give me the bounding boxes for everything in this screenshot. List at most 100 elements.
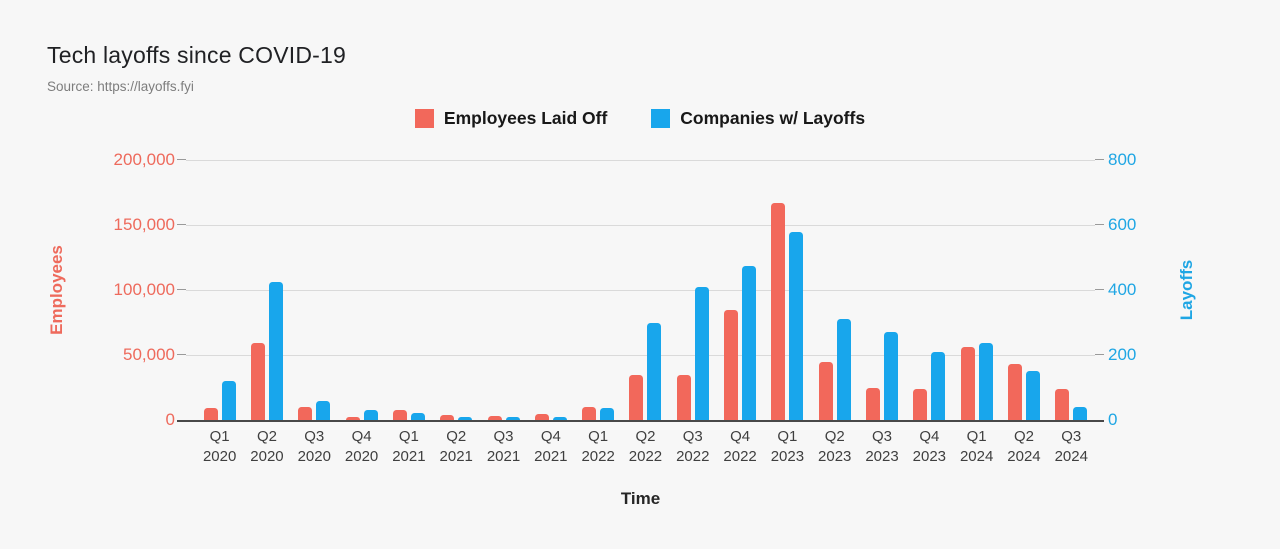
bar-companies-w-layoffs[interactable]	[647, 322, 662, 420]
gridline	[186, 225, 1095, 226]
bar-employees-laid-off[interactable]	[629, 374, 644, 420]
bar-group	[480, 160, 527, 420]
y-axis-tick-label-layoffs: 400	[1108, 280, 1137, 299]
x-axis-title: Time	[620, 489, 661, 508]
bar-employees-laid-off[interactable]	[298, 407, 313, 420]
left-axis-tick	[177, 354, 186, 355]
bar-employees-laid-off[interactable]	[203, 408, 218, 420]
bar-group	[243, 160, 290, 420]
right-axis-tick	[1095, 289, 1104, 290]
bar-companies-w-layoffs[interactable]	[410, 412, 425, 420]
x-axis-line	[185, 420, 1097, 422]
bar-group	[1048, 160, 1095, 420]
bar-employees-laid-off[interactable]	[534, 414, 549, 420]
bar-employees-laid-off[interactable]	[771, 202, 786, 420]
x-axis-tick-label: Q1 2021	[392, 428, 426, 465]
right-axis-tick	[1095, 224, 1104, 225]
bar-companies-w-layoffs[interactable]	[1025, 371, 1040, 420]
bar-companies-w-layoffs[interactable]	[978, 343, 993, 420]
bar-group	[953, 160, 1000, 420]
bar-employees-laid-off[interactable]	[392, 409, 407, 420]
bar-group	[622, 160, 669, 420]
page-title: Tech layoffs since COVID-19	[47, 42, 346, 68]
y-axis-tick-label-layoffs: 800	[1108, 150, 1137, 169]
x-axis-tick-label: Q1 2023	[770, 428, 805, 465]
x-axis-tick-label: Q2 2022	[628, 428, 663, 465]
legend-swatch-companies-icon	[651, 109, 671, 128]
bar-companies-w-layoffs[interactable]	[1073, 407, 1088, 420]
y-axis-tick-label-employees: 150,000	[113, 215, 175, 234]
bar-companies-w-layoffs[interactable]	[931, 351, 946, 420]
bar-companies-w-layoffs[interactable]	[221, 381, 236, 420]
bar-employees-laid-off[interactable]	[1055, 388, 1070, 420]
bar-companies-w-layoffs[interactable]	[600, 408, 615, 420]
y-axis-title-employees: Employees	[47, 245, 66, 335]
bar-companies-w-layoffs[interactable]	[694, 286, 709, 420]
bar-employees-laid-off[interactable]	[866, 387, 881, 420]
bar-employees-laid-off[interactable]	[487, 416, 502, 420]
bar-employees-laid-off[interactable]	[676, 374, 691, 420]
bar-companies-w-layoffs[interactable]	[268, 281, 283, 420]
y-axis-tick-label-employees: 0	[165, 410, 175, 429]
bar-employees-laid-off[interactable]	[345, 417, 360, 420]
bar-group	[669, 160, 716, 420]
bar-group	[764, 160, 811, 420]
x-axis-tick-label: Q2 2021	[439, 428, 473, 465]
x-axis-tick-label: Q3 2020	[297, 428, 331, 465]
x-axis-tick-label: Q1 2024	[959, 428, 994, 465]
legend-item-companies: Companies w/ Layoffs	[651, 108, 865, 129]
bar-companies-w-layoffs[interactable]	[316, 400, 331, 420]
x-axis-tick-label: Q4 2021	[534, 428, 568, 465]
bar-group	[338, 160, 385, 420]
legend-label-companies: Companies w/ Layoffs	[680, 108, 866, 128]
x-axis-tick-label: Q4 2023	[912, 428, 947, 465]
bar-companies-w-layoffs[interactable]	[789, 231, 804, 420]
bar-group	[291, 160, 338, 420]
bar-group	[433, 160, 480, 420]
x-axis-tick-label: Q4 2020	[344, 428, 379, 465]
right-axis-tick	[1095, 354, 1104, 355]
right-axis-tick	[1095, 420, 1104, 422]
bar-employees-laid-off[interactable]	[250, 343, 265, 420]
bar-employees-laid-off[interactable]	[724, 309, 739, 420]
bar-employees-laid-off[interactable]	[440, 414, 455, 420]
bar-employees-laid-off[interactable]	[582, 407, 597, 420]
x-axis-tick-label: Q3 2022	[676, 428, 710, 465]
bar-group	[1000, 160, 1047, 420]
left-axis-tick	[177, 224, 186, 225]
x-axis-tick-label: Q1 2020	[202, 428, 237, 465]
legend-label-employees: Employees Laid Off	[443, 108, 608, 128]
bar-employees-laid-off[interactable]	[913, 388, 928, 420]
x-axis-tick-label: Q1 2022	[581, 428, 615, 465]
gridline	[186, 290, 1095, 291]
x-axis-tick-label: Q4 2022	[723, 428, 757, 465]
bar-companies-w-layoffs[interactable]	[552, 417, 567, 420]
bar-companies-w-layoffs[interactable]	[742, 265, 757, 420]
bar-employees-laid-off[interactable]	[818, 361, 833, 420]
y-axis-tick-label-employees: 100,000	[113, 280, 175, 299]
legend: Employees Laid Off Companies w/ Layoffs	[0, 108, 1280, 129]
bar-companies-w-layoffs[interactable]	[363, 410, 378, 420]
bar-employees-laid-off[interactable]	[960, 347, 975, 420]
x-axis-tick-label: Q2 2024	[1007, 428, 1041, 465]
x-axis-tick-label: Q2 2023	[818, 428, 852, 465]
gridline	[186, 160, 1095, 161]
bar-companies-w-layoffs[interactable]	[458, 417, 473, 420]
legend-item-employees: Employees Laid Off	[414, 108, 608, 129]
bar-group	[527, 160, 574, 420]
bar-companies-w-layoffs[interactable]	[884, 332, 899, 420]
bars-container	[196, 160, 1095, 420]
bar-group	[196, 160, 243, 420]
bar-companies-w-layoffs[interactable]	[505, 416, 520, 420]
bar-group	[575, 160, 622, 420]
bar-companies-w-layoffs[interactable]	[836, 319, 851, 420]
gridline	[186, 355, 1095, 356]
source-text: Source: https://layoffs.fyi	[47, 79, 194, 94]
bar-group	[906, 160, 953, 420]
left-axis-tick	[177, 289, 186, 290]
x-axis-tick-label: Q2 2020	[250, 428, 284, 465]
x-axis-labels: Q1 2020 Q2 2020 Q3 2020 Q4 2020 Q1 2021 Q2 2021 Q3 20…	[196, 427, 1095, 467]
left-axis-tick	[177, 420, 186, 422]
bar-employees-laid-off[interactable]	[1007, 364, 1022, 420]
